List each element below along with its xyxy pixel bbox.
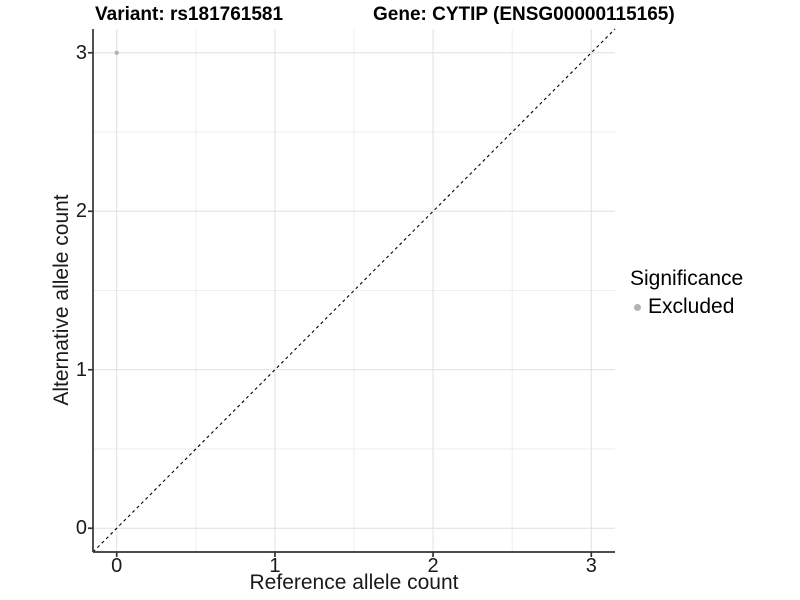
identity-dashed-line (92, 28, 616, 553)
data-point (114, 50, 119, 55)
legend-title: Significance (630, 267, 744, 290)
legend-entry: Excluded (630, 295, 743, 319)
y-tick-label: 2 (75, 200, 87, 223)
x-tick-label: 1 (269, 555, 281, 577)
legend-entries: Excluded (630, 295, 743, 319)
y-tick-label: 0 (75, 517, 87, 540)
y-tick-label: 3 (75, 41, 87, 64)
x-tick-label: 2 (427, 555, 439, 577)
plot-panel (88, 28, 616, 557)
plot-title-gene: Gene: CYTIP (ENSG00000115165) (373, 4, 675, 25)
x-axis-title: Reference allele count (249, 571, 459, 594)
legend-entry-label: Excluded (648, 295, 735, 318)
y-tick-label: 1 (75, 358, 87, 381)
x-tick-label: 3 (585, 555, 597, 577)
y-axis-title: Alternative allele count (50, 194, 73, 406)
legend-point-icon (634, 303, 641, 311)
plot-title-variant: Variant: rs181761581 (95, 4, 284, 25)
x-tick-label: 0 (111, 555, 123, 577)
legend: Significance Excluded (630, 267, 743, 319)
